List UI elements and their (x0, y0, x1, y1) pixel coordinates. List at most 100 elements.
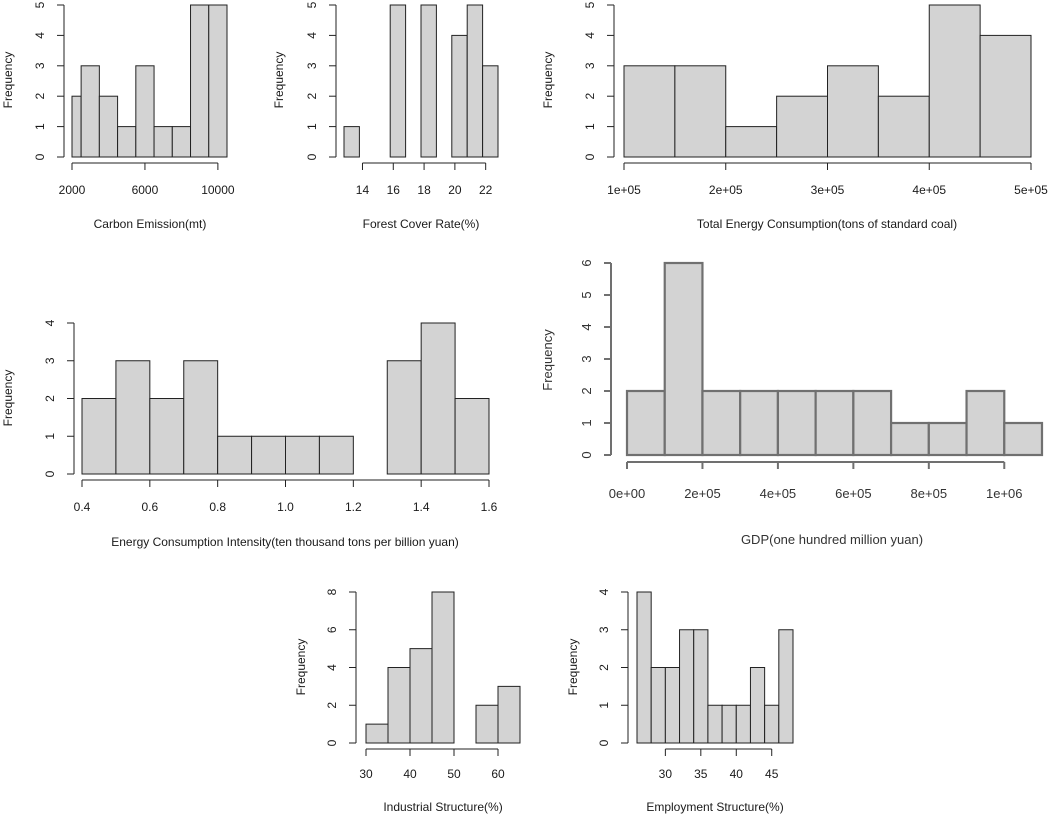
y-tick-label: 4 (579, 323, 594, 330)
histogram-bar (852, 389, 893, 457)
histogram-bar (365, 723, 389, 744)
histogram-bar (318, 435, 354, 475)
y-tick-label: 2 (33, 93, 47, 100)
y-axis-title: Frequency (272, 52, 286, 109)
x-tick-label: 2e+05 (709, 183, 743, 197)
y-tick-label: 2 (305, 93, 319, 100)
histogram-bar (928, 4, 981, 158)
histogram-bar (98, 95, 119, 158)
histogram-bar (701, 389, 742, 457)
y-tick-label: 5 (305, 1, 319, 8)
histogram-bar (149, 398, 185, 475)
carbon-histogram: 2000 6000 10000 0 1 2 3 4 5 Carbon Emission(mt) Fr… (1, 1, 235, 231)
employment-histogram: 30 35 40 45 0 1 2 3 4 Employment Structure(%) Freq… (566, 588, 794, 814)
x-tick-label: 60 (491, 767, 505, 781)
y-tick-label: 5 (583, 1, 597, 8)
histogram-bar (117, 126, 137, 158)
histogram-bar (979, 34, 1032, 158)
histogram-bar (663, 261, 704, 457)
histogram-bar (387, 667, 411, 744)
histogram-bar (208, 4, 228, 158)
x-tick-label: 45 (765, 767, 779, 781)
histogram-bar (217, 435, 253, 475)
histogram-bar (183, 360, 219, 475)
y-tick-label: 2 (597, 664, 611, 671)
histogram-bar (877, 95, 930, 158)
x-tick-label: 4e+05 (760, 486, 797, 501)
y-tick-label: 3 (43, 357, 57, 364)
y-tick-label: 3 (33, 62, 47, 69)
histogram-bar (674, 65, 727, 158)
x-tick-label: 6000 (132, 183, 159, 197)
histogram-bar (623, 65, 676, 158)
x-tick-label: 2000 (59, 183, 86, 197)
histogram-bar (664, 667, 681, 744)
y-tick-label: 4 (597, 588, 611, 595)
histogram-bar (1003, 421, 1044, 457)
y-tick-label: 1 (597, 702, 611, 709)
y-tick-label: 0 (305, 153, 319, 160)
histogram-bar (420, 322, 456, 475)
intensity-histogram: 0.4 0.6 0.8 1.0 1.2 1.4 1.6 0 1 2 3 4 Energy Consump… (1, 319, 498, 549)
y-tick-label: 2 (325, 702, 339, 709)
x-tick-label: 14 (356, 183, 370, 197)
x-tick-label: 1e+06 (986, 486, 1023, 501)
x-tick-label: 50 (447, 767, 461, 781)
histogram-bar (285, 435, 320, 475)
y-tick-label: 0 (43, 470, 57, 477)
x-tick-label: 3e+05 (811, 183, 845, 197)
y-axis-title: Frequency (566, 639, 580, 696)
histogram-bar (636, 591, 652, 744)
x-axis-title: Energy Consumption Intensity(ten thousan… (111, 535, 459, 549)
histogram-bar (81, 398, 117, 475)
forest-histogram: 14 16 18 20 22 0 1 2 3 4 5 Forest Cover Rate(%) Freq… (272, 1, 499, 231)
histogram-bar (153, 126, 173, 158)
x-axis-title: Carbon Emission(mt) (94, 217, 207, 231)
y-tick-label: 5 (579, 291, 594, 298)
x-tick-label: 0.6 (141, 500, 158, 514)
y-tick-label: 3 (579, 355, 594, 362)
y-tick-label: 3 (597, 626, 611, 633)
y-tick-label: 3 (305, 62, 319, 69)
histogram-bar (889, 421, 930, 457)
histogram-bar (776, 95, 828, 158)
histogram-bar (171, 126, 192, 158)
histogram-bar (71, 95, 82, 158)
y-tick-label: 4 (305, 32, 319, 39)
energy-histogram: 1e+05 2e+05 3e+05 4e+05 5e+05 0 1 2 3 4 5 Total Ene… (541, 1, 1048, 231)
histogram-bar (251, 435, 286, 475)
x-tick-label: 0.8 (209, 500, 226, 514)
histogram-bar (135, 65, 155, 158)
histogram-bar (431, 591, 455, 744)
histogram-bar (454, 398, 490, 475)
x-axis-title: Total Energy Consumption(tons of standar… (697, 217, 957, 231)
histogram-bar (482, 65, 499, 158)
y-axis-title: Frequency (1, 370, 15, 427)
x-tick-label: 30 (359, 767, 373, 781)
x-axis-title: Forest Cover Rate(%) (363, 217, 480, 231)
y-tick-label: 0 (325, 739, 339, 746)
histogram-bar (115, 360, 151, 475)
histogram-bar (625, 389, 666, 457)
histogram-bar (764, 704, 780, 744)
histogram-bar (679, 629, 695, 744)
x-tick-label: 1.4 (413, 500, 430, 514)
histogram-bar (497, 685, 521, 744)
histogram-bar (776, 389, 817, 457)
y-tick-label: 2 (43, 395, 57, 402)
x-tick-label: 40 (403, 767, 417, 781)
y-tick-label: 2 (583, 93, 597, 100)
y-tick-label: 4 (583, 32, 597, 39)
histogram-bar (725, 126, 778, 158)
histogram-bar (814, 389, 855, 457)
histogram-bar (386, 360, 422, 475)
x-axis-title: GDP(one hundred million yuan) (741, 532, 923, 547)
y-axis-title: Frequency (541, 52, 555, 109)
y-tick-label: 0 (579, 451, 594, 458)
x-tick-label: 40 (730, 767, 744, 781)
y-tick-label: 0 (583, 153, 597, 160)
gdp-histogram: 0e+00 2e+05 4e+05 6e+05 8e+05 1e+06 0 1 2 3 4 5 6 GDP… (540, 259, 1044, 547)
y-tick-label: 1 (305, 123, 319, 130)
x-axis-title: Industrial Structure(%) (383, 800, 502, 814)
